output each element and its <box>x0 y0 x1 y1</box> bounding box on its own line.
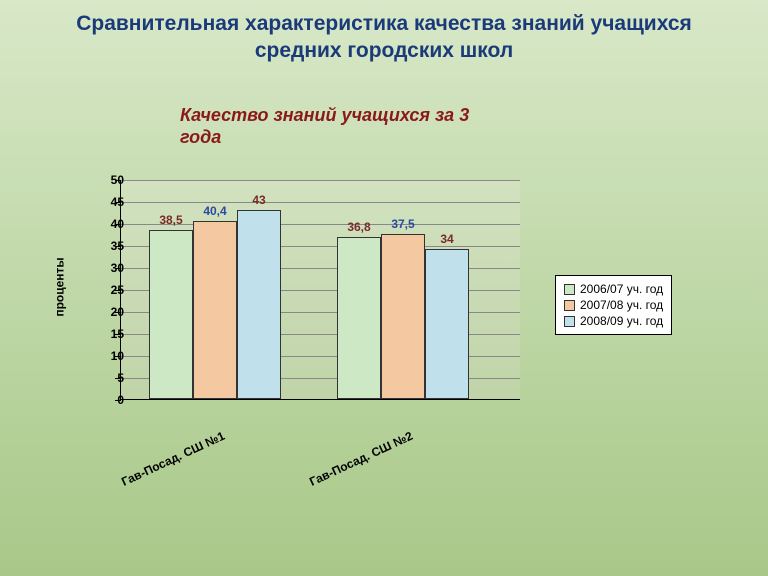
y-tick-label: 20 <box>111 305 124 319</box>
y-tick-label: 5 <box>117 371 124 385</box>
legend-swatch <box>564 284 575 295</box>
legend: 2006/07 уч. год 2007/08 уч. год 2008/09 уч… <box>555 275 672 335</box>
value-label: 37,5 <box>391 217 414 231</box>
y-tick-label: 45 <box>111 195 124 209</box>
legend-label: 2007/08 уч. год <box>580 298 663 312</box>
y-tick-label: 50 <box>111 173 124 187</box>
bar <box>425 249 469 399</box>
value-label: 34 <box>440 232 453 246</box>
x-category-label: Гав-Посад. СШ №2 <box>291 429 415 497</box>
y-tick-label: 0 <box>117 393 124 407</box>
value-label: 38,5 <box>159 213 182 227</box>
x-category-label: Гав-Посад. СШ №1 <box>103 429 227 497</box>
y-tick-label: 40 <box>111 217 124 231</box>
value-label: 40,4 <box>203 204 226 218</box>
legend-item: 2006/07 уч. год <box>564 281 663 297</box>
y-tick-label: 10 <box>111 349 124 363</box>
chart-subtitle: Качество знаний учащихся за 3 года <box>180 105 480 148</box>
y-tick-label: 35 <box>111 239 124 253</box>
legend-label: 2008/09 уч. год <box>580 314 663 328</box>
bar <box>337 237 381 399</box>
grid-line <box>121 180 520 181</box>
page-title: Сравнительная характеристика качества зн… <box>0 0 768 65</box>
bar <box>237 210 281 399</box>
legend-item: 2008/09 уч. год <box>564 313 663 329</box>
grid-line <box>121 202 520 203</box>
legend-swatch <box>564 316 575 327</box>
y-axis-label: проценты <box>53 257 67 316</box>
value-label: 43 <box>252 193 265 207</box>
y-tick-label: 25 <box>111 283 124 297</box>
bar <box>381 234 425 399</box>
plot-area: 38,5 40,4 43 36,8 37,5 34 <box>120 180 520 400</box>
legend-label: 2006/07 уч. год <box>580 282 663 296</box>
value-label: 36,8 <box>347 220 370 234</box>
legend-item: 2007/08 уч. год <box>564 297 663 313</box>
legend-swatch <box>564 300 575 311</box>
chart-container: проценты 38,5 40,4 43 36,8 37,5 34 0 5 10 15 20 25… <box>50 170 530 490</box>
y-tick-label: 15 <box>111 327 124 341</box>
bar <box>193 221 237 399</box>
y-tick-label: 30 <box>111 261 124 275</box>
bar <box>149 230 193 399</box>
